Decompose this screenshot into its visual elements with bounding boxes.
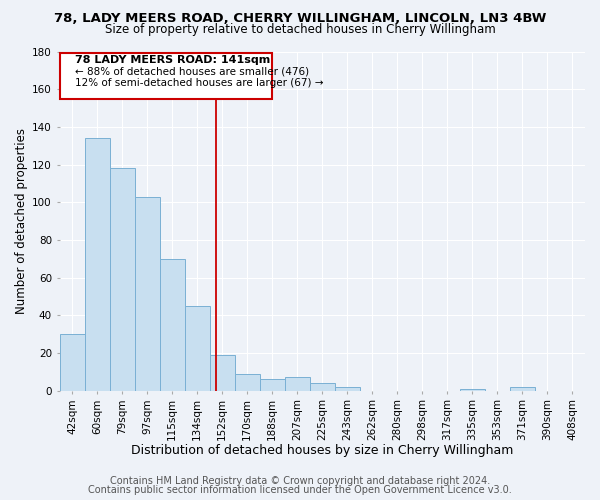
Bar: [335, 387, 360, 390]
Bar: [209, 355, 235, 390]
Bar: [285, 378, 310, 390]
Text: Contains public sector information licensed under the Open Government Licence v3: Contains public sector information licen…: [88, 485, 512, 495]
Text: 78 LADY MEERS ROAD: 141sqm: 78 LADY MEERS ROAD: 141sqm: [74, 56, 270, 66]
Bar: [260, 380, 285, 390]
Bar: [510, 387, 535, 390]
Bar: [185, 306, 209, 390]
Bar: [160, 258, 185, 390]
Bar: [85, 138, 110, 390]
Bar: [310, 383, 335, 390]
FancyBboxPatch shape: [59, 54, 272, 98]
Text: 78, LADY MEERS ROAD, CHERRY WILLINGHAM, LINCOLN, LN3 4BW: 78, LADY MEERS ROAD, CHERRY WILLINGHAM, …: [54, 12, 546, 26]
Text: Contains HM Land Registry data © Crown copyright and database right 2024.: Contains HM Land Registry data © Crown c…: [110, 476, 490, 486]
Bar: [460, 388, 485, 390]
Bar: [235, 374, 260, 390]
Bar: [134, 196, 160, 390]
Y-axis label: Number of detached properties: Number of detached properties: [15, 128, 28, 314]
Bar: [59, 334, 85, 390]
Text: ← 88% of detached houses are smaller (476): ← 88% of detached houses are smaller (47…: [74, 66, 308, 76]
Text: 12% of semi-detached houses are larger (67) →: 12% of semi-detached houses are larger (…: [74, 78, 323, 88]
Bar: [110, 168, 134, 390]
Text: Size of property relative to detached houses in Cherry Willingham: Size of property relative to detached ho…: [104, 23, 496, 36]
X-axis label: Distribution of detached houses by size in Cherry Willingham: Distribution of detached houses by size …: [131, 444, 514, 458]
